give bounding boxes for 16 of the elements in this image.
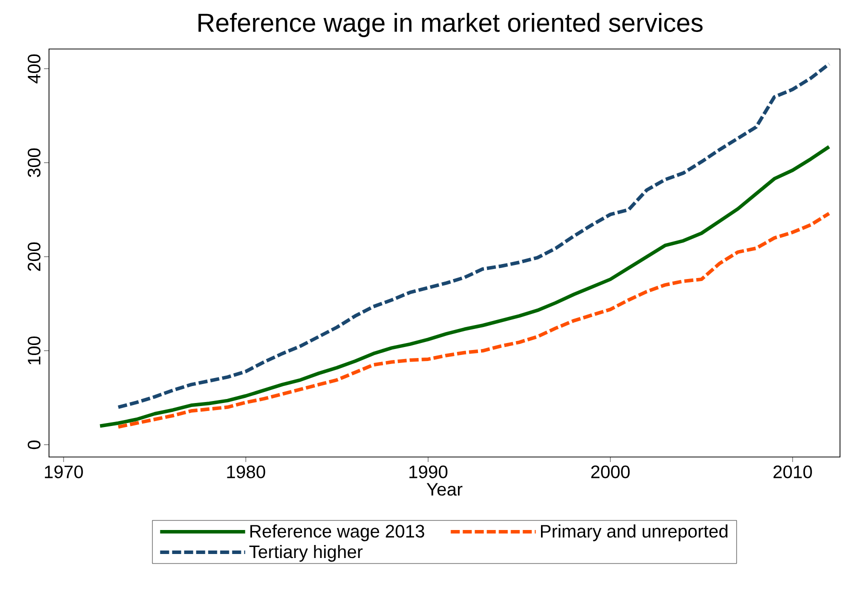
x-tick-label: 1980 <box>227 466 266 478</box>
x-tick-label: 2010 <box>774 466 812 478</box>
x-tick-label: 1990 <box>409 466 448 478</box>
legend-label: Primary and unreported <box>540 524 728 542</box>
y-tick-label: 400 <box>28 54 40 84</box>
chart-title: Reference wage in market oriented services <box>198 12 703 38</box>
y-tick-label: 300 <box>28 148 40 178</box>
x-tick-label: 1970 <box>44 466 83 478</box>
x-tick-label: 2000 <box>591 466 630 478</box>
y-tick-label: 200 <box>28 242 40 271</box>
line-series <box>116 212 831 429</box>
x-axis-title: Year <box>426 483 462 496</box>
y-tick-label: 100 <box>28 336 40 364</box>
legend-label: Tertiary higher <box>249 544 363 562</box>
legend-label: Reference wage 2013 <box>250 524 424 542</box>
y-tick-label: 0 <box>28 440 40 450</box>
